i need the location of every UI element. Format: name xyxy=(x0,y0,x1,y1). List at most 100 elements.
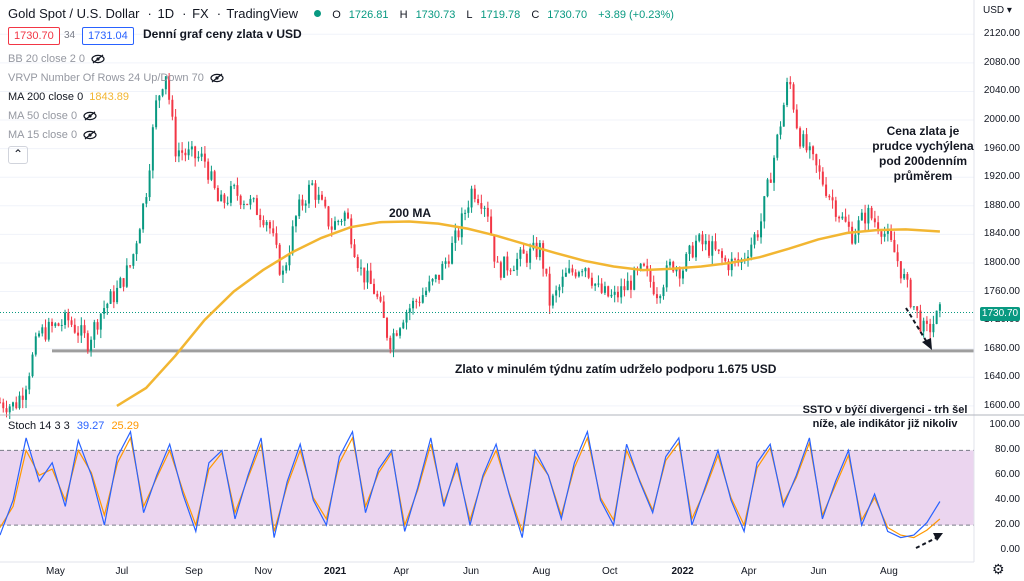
candle-body xyxy=(721,251,724,258)
candle-body xyxy=(812,146,815,155)
eye-crossed-icon[interactable] xyxy=(83,130,97,140)
candle-body xyxy=(158,95,161,101)
candle-body xyxy=(132,254,135,266)
candle-body xyxy=(168,76,171,100)
candle-body xyxy=(672,261,675,272)
candle-body xyxy=(210,171,213,180)
candle-body xyxy=(454,230,457,243)
eye-crossed-icon[interactable] xyxy=(83,111,97,121)
price-tick-label: 1840.00 xyxy=(983,228,1020,240)
candle-body xyxy=(529,248,532,263)
candle-body xyxy=(418,301,421,303)
stoch-band-fill xyxy=(0,450,974,526)
candle-body xyxy=(727,261,730,271)
candle-body xyxy=(8,406,11,413)
settings-gear-icon[interactable]: ⚙ xyxy=(992,561,1005,577)
candle-body xyxy=(938,304,941,311)
candle-body xyxy=(818,165,821,172)
candle-body xyxy=(688,245,691,254)
candle-body xyxy=(64,312,67,325)
candle-body xyxy=(327,206,330,227)
candle-body xyxy=(499,262,502,278)
candle-body xyxy=(896,252,899,262)
candle-body xyxy=(90,339,93,351)
candle-body xyxy=(216,187,219,202)
candle-body xyxy=(867,207,870,224)
candle-body xyxy=(847,221,850,227)
candle-body xyxy=(197,156,200,159)
candle-body xyxy=(649,269,652,282)
symbol-header[interactable]: Gold Spot / U.S. Dollar · 1D · FX · Trading… xyxy=(8,6,690,21)
chart-title: Denní graf ceny zlata v USD xyxy=(143,27,302,41)
ma200-path xyxy=(116,220,940,407)
candle-body xyxy=(103,308,106,314)
stoch-band xyxy=(0,449,974,526)
indicator-ma200[interactable]: MA 200 close 0 1843.89 xyxy=(8,91,129,103)
candle-body xyxy=(187,149,190,156)
collapse-indicators-button[interactable]: ⌃ xyxy=(8,146,28,164)
currency-selector[interactable]: USD ▾ xyxy=(983,5,1012,16)
candle-body xyxy=(828,195,831,198)
candle-body xyxy=(932,323,935,333)
candle-body xyxy=(0,402,1,404)
candle-body xyxy=(288,253,291,266)
stoch-legend[interactable]: Stoch 14 3 3 39.27 25.29 xyxy=(8,420,139,432)
candle-body xyxy=(272,228,275,234)
candle-body xyxy=(350,218,353,245)
stoch-lines xyxy=(0,429,941,539)
indicator-vrvp[interactable]: VRVP Number Of Rows 24 Up/Down 70 xyxy=(8,72,224,84)
candle-body xyxy=(701,234,704,245)
candle-body xyxy=(60,324,63,326)
buy-button[interactable]: 1731.04 xyxy=(82,27,134,45)
candle-body xyxy=(773,157,776,183)
candle-body xyxy=(34,336,37,355)
candle-body xyxy=(506,256,509,271)
candle-body xyxy=(786,81,789,106)
candle-body xyxy=(438,274,441,280)
indicator-ma15[interactable]: MA 15 close 0 xyxy=(8,129,97,141)
symbol-name[interactable]: Gold Spot / U.S. Dollar xyxy=(8,6,140,21)
sell-button[interactable]: 1730.70 xyxy=(8,27,60,45)
candle-body xyxy=(382,301,385,318)
candle-body xyxy=(890,231,893,240)
candle-body xyxy=(525,253,528,263)
candle-body xyxy=(903,274,906,279)
candle-body xyxy=(233,185,236,187)
candle-body xyxy=(86,333,89,351)
indicator-ma50[interactable]: MA 50 close 0 xyxy=(8,110,97,122)
candle-body xyxy=(623,286,626,291)
eye-crossed-icon[interactable] xyxy=(210,73,224,83)
chevron-down-icon: ▾ xyxy=(1006,5,1012,16)
candle-body xyxy=(584,268,587,272)
candle-body xyxy=(161,89,164,96)
candle-body xyxy=(616,291,619,298)
candle-body xyxy=(239,195,242,205)
candle-body xyxy=(880,231,883,237)
candle-body xyxy=(473,188,476,200)
candle-body xyxy=(262,220,265,226)
time-tick-label: Jun xyxy=(810,566,827,577)
candle-body xyxy=(607,286,610,297)
candle-body xyxy=(220,194,223,202)
candle-body xyxy=(577,272,580,277)
candle-body xyxy=(542,243,545,269)
candle-body xyxy=(486,207,489,217)
candle-body xyxy=(395,333,398,336)
candle-body xyxy=(480,203,483,209)
candle-body xyxy=(919,310,922,332)
candle-body xyxy=(96,322,99,330)
candle-body xyxy=(734,258,737,260)
candle-body xyxy=(109,291,112,304)
indicator-bb[interactable]: BB 20 close 2 0 xyxy=(8,53,105,65)
candle-body xyxy=(633,268,636,290)
candle-body xyxy=(116,287,119,303)
price-tick-label: 2040.00 xyxy=(983,85,1020,97)
candle-body xyxy=(906,274,909,280)
interval[interactable]: 1D xyxy=(157,6,175,21)
candle-body xyxy=(83,325,86,334)
stoch-tick-label: 0.00 xyxy=(1000,544,1020,556)
eye-crossed-icon[interactable] xyxy=(91,54,105,64)
candle-body xyxy=(281,270,284,275)
candle-body xyxy=(626,280,629,291)
